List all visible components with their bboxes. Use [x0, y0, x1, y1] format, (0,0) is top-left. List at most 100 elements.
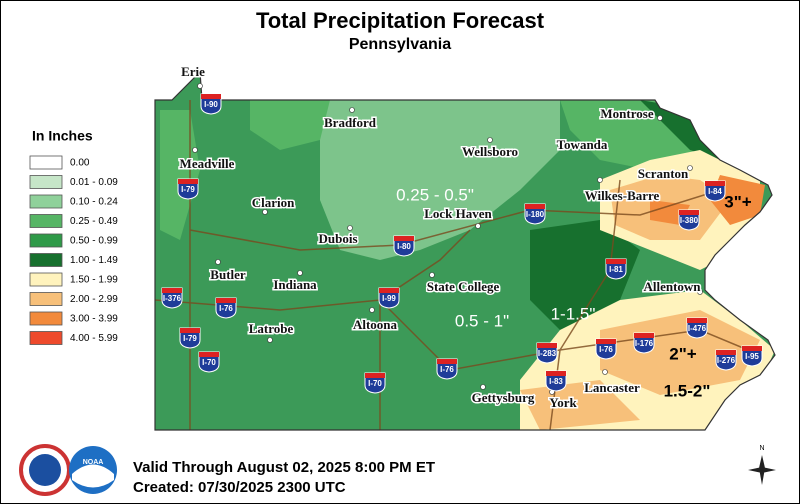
- city-dot: [657, 115, 663, 121]
- city-dot: [475, 223, 481, 229]
- legend-swatch: [29, 155, 63, 170]
- shield-label: I-380: [680, 216, 699, 225]
- legend-label: 0.01 - 0.09: [70, 177, 118, 188]
- city-dot: [487, 137, 493, 143]
- city-dot: [597, 177, 603, 183]
- shield-label: I-79: [181, 185, 195, 194]
- city-dot: [297, 270, 303, 276]
- city-dot: [192, 147, 198, 153]
- city-dot: [557, 142, 563, 148]
- legend-swatch: [29, 331, 63, 345]
- amount-annotation: 0.25 - 0.5": [396, 185, 474, 204]
- compass: N: [748, 445, 776, 485]
- city-label: York: [549, 395, 577, 410]
- city-label: Altoona: [353, 317, 398, 332]
- shield-top: [525, 204, 545, 209]
- city-label: Erie: [181, 64, 205, 79]
- legend-label: 4.00 - 5.99: [70, 333, 118, 344]
- shield-top: [199, 352, 219, 357]
- shield-top: [437, 359, 457, 364]
- city-dot: [429, 272, 435, 278]
- shield-label: I-90: [204, 100, 218, 109]
- city-dot: [267, 337, 273, 343]
- shield-top: [546, 371, 566, 376]
- legend-label: 2.00 - 2.99: [70, 294, 118, 305]
- city-dot: [349, 107, 355, 113]
- city-label: Towanda: [557, 137, 608, 152]
- legend-swatch: [29, 311, 63, 326]
- shield-top: [705, 181, 725, 186]
- title: Total Precipitation Forecast: [256, 8, 545, 33]
- shield-label: I-76: [440, 365, 454, 374]
- shield-label: I-80: [397, 242, 411, 251]
- state-outline: [154, 70, 776, 431]
- shield-label: I-176: [635, 339, 654, 348]
- legend-swatch: [29, 292, 63, 306]
- shield-top: [742, 346, 762, 351]
- legend: In Inches 0.00 0.01 - 0.09 0.10 - 0.24 0.25…: [29, 128, 118, 345]
- legend-swatch: [29, 194, 63, 209]
- city-label: Lancaster: [584, 380, 640, 395]
- legend-label: 0.50 - 0.99: [70, 236, 118, 247]
- shield-label: I-70: [202, 358, 216, 367]
- city-dot: [347, 225, 353, 231]
- logos: NOAA: [19, 444, 117, 496]
- shield-top: [687, 318, 707, 323]
- shield-label: I-83: [549, 377, 563, 386]
- legend-label: 1.50 - 1.99: [70, 275, 118, 286]
- created: Created: 07/30/2025 2300 UTC: [133, 479, 346, 496]
- city-label: Montrose: [600, 106, 653, 121]
- legend-label: 0.00: [70, 158, 90, 169]
- amount-annotation: 2"+: [669, 344, 697, 363]
- city-label: Wilkes-Barre: [585, 188, 660, 203]
- shield-top: [606, 259, 626, 264]
- shield-top: [379, 288, 399, 293]
- shield-label: I-376: [163, 294, 182, 303]
- city-label: Indiana: [273, 277, 317, 292]
- shield-label: I-180: [526, 210, 545, 219]
- noaa-label: NOAA: [83, 459, 104, 466]
- amount-annotation: 3"+: [724, 192, 752, 211]
- shield-label: I-476: [688, 324, 707, 333]
- valid-through: Valid Through August 02, 2025 8:00 PM ET: [133, 459, 435, 476]
- shield-top: [537, 343, 557, 348]
- legend-title: In Inches: [32, 128, 93, 144]
- shield-top: [162, 288, 182, 293]
- city-dot: [197, 83, 203, 89]
- shield-label: I-81: [609, 265, 623, 274]
- shield-label: I-76: [599, 345, 613, 354]
- shield-label: I-79: [183, 334, 197, 343]
- city-label: Meadville: [180, 156, 235, 171]
- shield-top: [596, 339, 616, 344]
- shield-top: [201, 94, 221, 99]
- shield-label: I-84: [708, 187, 722, 196]
- compass-north: N: [759, 445, 764, 452]
- shield-label: I-95: [745, 352, 759, 361]
- shield-top: [178, 179, 198, 184]
- shield-label: I-99: [382, 294, 396, 303]
- legend-label: 0.10 - 0.24: [70, 197, 118, 208]
- shield-top: [216, 298, 236, 303]
- city-label: Clarion: [252, 195, 295, 210]
- legend-label: 1.00 - 1.49: [70, 255, 118, 266]
- interstates: I-90 I-79 I-180 I-80 I-81 I-84 I-380 I-376 I-76 I…: [161, 93, 763, 394]
- legend-swatch: [29, 253, 63, 267]
- city-label: Gettysburg: [472, 390, 535, 405]
- amount-annotation: 0.5 - 1": [455, 311, 509, 330]
- legend-label: 3.00 - 3.99: [70, 314, 118, 325]
- city-dot: [369, 307, 375, 313]
- amount-annotation: 1-1.5": [551, 304, 596, 323]
- shield-top: [634, 333, 654, 338]
- city-dot: [697, 289, 703, 295]
- legend-swatch: [29, 214, 63, 228]
- legend-swatch: [29, 233, 63, 248]
- legend-swatch: [29, 272, 63, 287]
- city-label: Wellsboro: [462, 144, 518, 159]
- city-dot: [687, 165, 693, 171]
- city-label: Dubois: [318, 231, 357, 246]
- city-label: Allentown: [643, 279, 701, 294]
- shield-top: [679, 210, 699, 215]
- city-label: Scranton: [638, 166, 689, 181]
- annotations: 0.25 - 0.5" 0.5 - 1" 1-1.5" 3"+ 2"+ 1.5-2": [396, 185, 752, 400]
